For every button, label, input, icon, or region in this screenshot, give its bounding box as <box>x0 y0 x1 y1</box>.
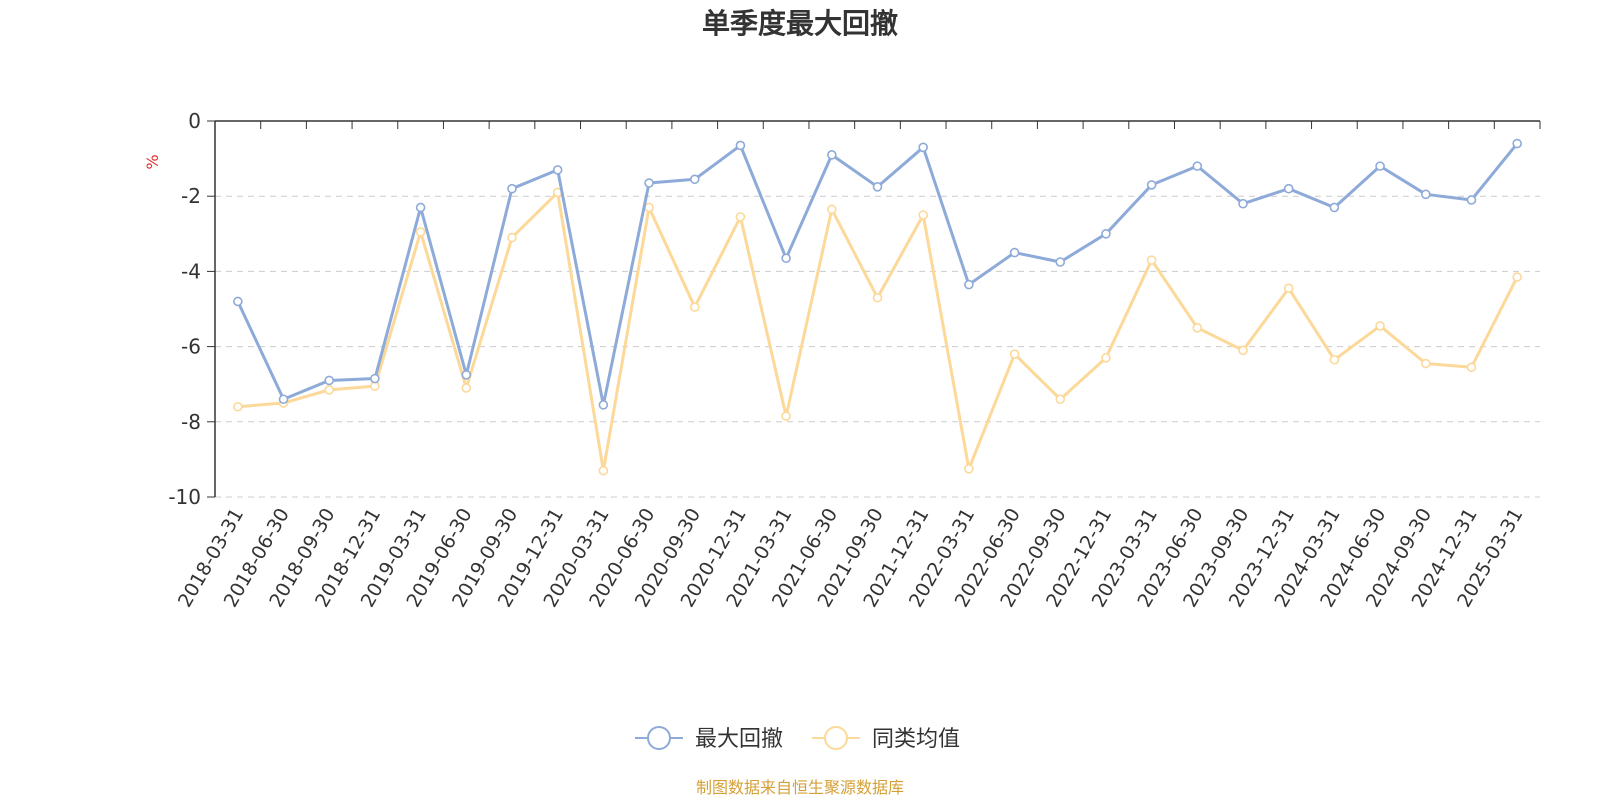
data-point[interactable] <box>872 182 883 192</box>
data-point[interactable] <box>1101 353 1111 363</box>
data-point[interactable] <box>461 369 472 380</box>
data-point[interactable] <box>1055 257 1066 267</box>
data-point[interactable] <box>1146 255 1157 265</box>
y-tick-label: -8 <box>181 410 201 434</box>
data-point[interactable] <box>1375 321 1385 331</box>
data-point[interactable] <box>1101 229 1111 239</box>
legend-label: 同类均值 <box>872 727 960 752</box>
data-point[interactable] <box>1009 349 1020 359</box>
data-point[interactable] <box>827 150 837 160</box>
legend-label: 最大回撤 <box>695 727 783 752</box>
data-point[interactable] <box>598 400 609 410</box>
data-point[interactable] <box>598 465 609 476</box>
data-point[interactable] <box>1238 198 1248 209</box>
data-point[interactable] <box>964 463 974 474</box>
data-point[interactable] <box>324 385 335 395</box>
data-point[interactable] <box>1420 358 1431 369</box>
legend-marker <box>647 726 671 750</box>
series-1 <box>233 138 1522 410</box>
data-point[interactable] <box>507 232 517 243</box>
data-point[interactable] <box>1283 183 1294 194</box>
data-point[interactable] <box>415 202 426 213</box>
data-point[interactable] <box>918 210 928 220</box>
data-point[interactable] <box>781 253 791 264</box>
data-point[interactable] <box>1466 362 1477 373</box>
data-point[interactable] <box>827 204 837 215</box>
chart-title: 单季度最大回撤 <box>702 7 898 40</box>
data-point[interactable] <box>1512 138 1522 149</box>
data-point[interactable] <box>1055 394 1066 405</box>
data-point[interactable] <box>552 165 563 175</box>
data-point[interactable] <box>918 142 928 153</box>
legend[interactable]: 最大回撤 同类均值 <box>635 726 960 752</box>
legend-marker <box>824 726 848 750</box>
data-point[interactable] <box>1146 180 1157 190</box>
y-tick-label: -10 <box>168 485 201 509</box>
data-point[interactable] <box>735 140 746 151</box>
data-point[interactable] <box>689 302 700 312</box>
data-point[interactable] <box>964 279 974 290</box>
data-point[interactable] <box>644 178 654 188</box>
data-point[interactable] <box>1420 189 1431 200</box>
data-point[interactable] <box>689 174 700 185</box>
data-point[interactable] <box>735 212 746 222</box>
data-point[interactable] <box>461 383 472 393</box>
data-point[interactable] <box>1283 283 1294 294</box>
data-point[interactable] <box>1238 345 1248 356</box>
data-point[interactable] <box>1375 161 1385 171</box>
series-line <box>237 190 1519 473</box>
data-point[interactable] <box>1192 322 1203 333</box>
y-tick-label: -2 <box>181 184 201 208</box>
series-2 <box>233 187 1522 476</box>
data-point[interactable] <box>1192 161 1203 171</box>
data-point[interactable] <box>781 411 791 421</box>
grid-lines <box>215 195 1540 498</box>
y-tick-label: -4 <box>181 259 201 283</box>
legend-item-1[interactable]: 最大回撤 <box>635 726 783 752</box>
y-tick-label: -6 <box>181 335 201 359</box>
data-point[interactable] <box>1329 202 1340 213</box>
y-tick-label: 0 <box>188 109 201 133</box>
data-point[interactable] <box>233 296 243 307</box>
y-axis-unit-label: % <box>143 154 162 169</box>
data-point[interactable] <box>644 202 654 213</box>
data-point[interactable] <box>324 375 335 386</box>
data-point[interactable] <box>1512 272 1522 282</box>
data-point[interactable] <box>1329 354 1340 365</box>
data-point[interactable] <box>1009 247 1020 258</box>
data-point[interactable] <box>1466 195 1477 205</box>
data-point[interactable] <box>507 183 517 194</box>
series-layer <box>233 138 1522 476</box>
data-source-note: 制图数据来自恒生聚源数据库 <box>696 778 904 797</box>
legend-item-2[interactable]: 同类均值 <box>812 726 960 752</box>
data-point[interactable] <box>233 401 243 412</box>
data-point[interactable] <box>278 394 289 405</box>
data-point[interactable] <box>872 292 883 303</box>
data-point[interactable] <box>415 227 426 237</box>
data-point[interactable] <box>370 373 380 384</box>
